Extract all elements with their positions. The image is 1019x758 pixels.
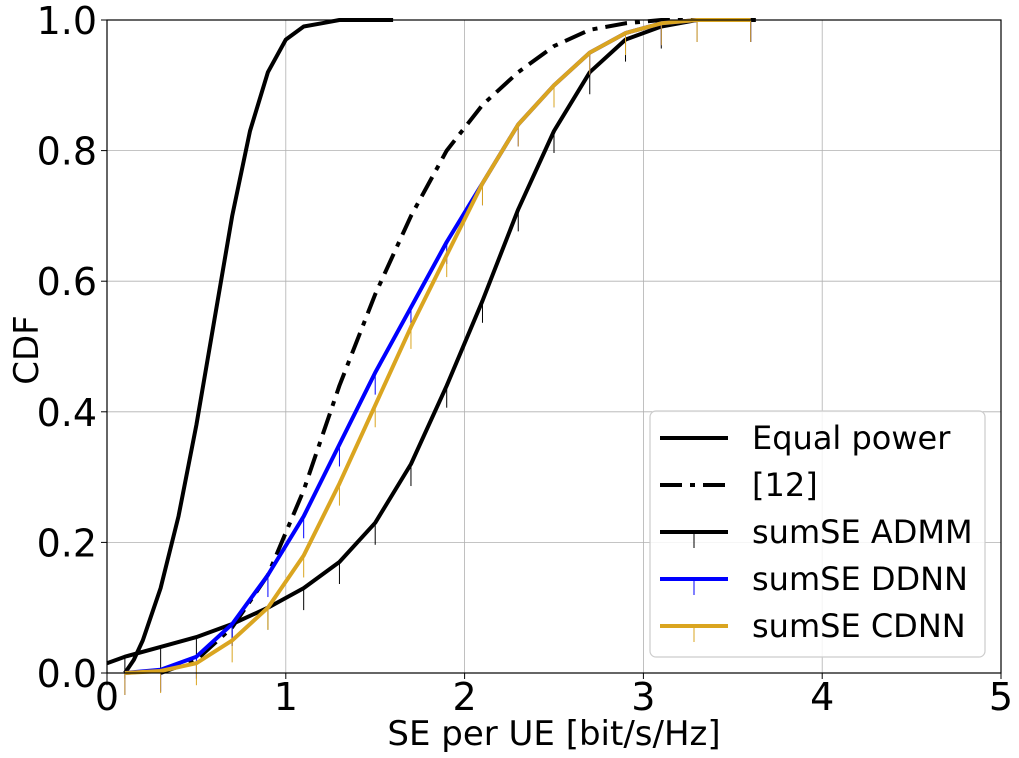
legend-label: [12] <box>752 466 818 504</box>
x-tick-label: 2 <box>453 675 477 719</box>
series-equal-power-line <box>123 18 394 675</box>
legend-label: sumSE CDNN <box>752 607 966 645</box>
legend-label: Equal power <box>752 419 951 457</box>
y-axis-label: CDF <box>7 315 47 384</box>
legend: Equal power [12] sumSE ADMM sumSE DDNN sumSE… <box>649 410 986 658</box>
x-tick-label: 3 <box>631 675 655 719</box>
x-tick-label: 1 <box>274 675 298 719</box>
x-tick-label: 4 <box>810 675 834 719</box>
legend-box <box>649 410 986 658</box>
y-tick-label: 0.0 <box>37 652 97 696</box>
y-tick-label: 0.6 <box>37 260 97 304</box>
series-lines <box>106 18 760 695</box>
axis-ticks: 0 1 2 3 4 5 0.0 0.2 0.4 0.6 0.8 1.0 <box>37 0 1014 719</box>
plot-frame <box>106 19 1002 674</box>
x-tick-label: 5 <box>989 675 1013 719</box>
y-tick-label: 0.8 <box>37 130 97 174</box>
legend-label: sumSE DDNN <box>752 560 968 598</box>
legend-label: sumSE ADMM <box>752 513 973 551</box>
y-tick-label: 0.4 <box>37 391 97 435</box>
x-axis-label: SE per UE [bit/s/Hz] <box>387 714 720 754</box>
series-sumse-cdnn-line <box>124 18 751 675</box>
y-tick-label: 0.2 <box>37 521 97 565</box>
y-tick-label: 1.0 <box>37 0 97 43</box>
x-tick-label: 0 <box>95 675 119 719</box>
